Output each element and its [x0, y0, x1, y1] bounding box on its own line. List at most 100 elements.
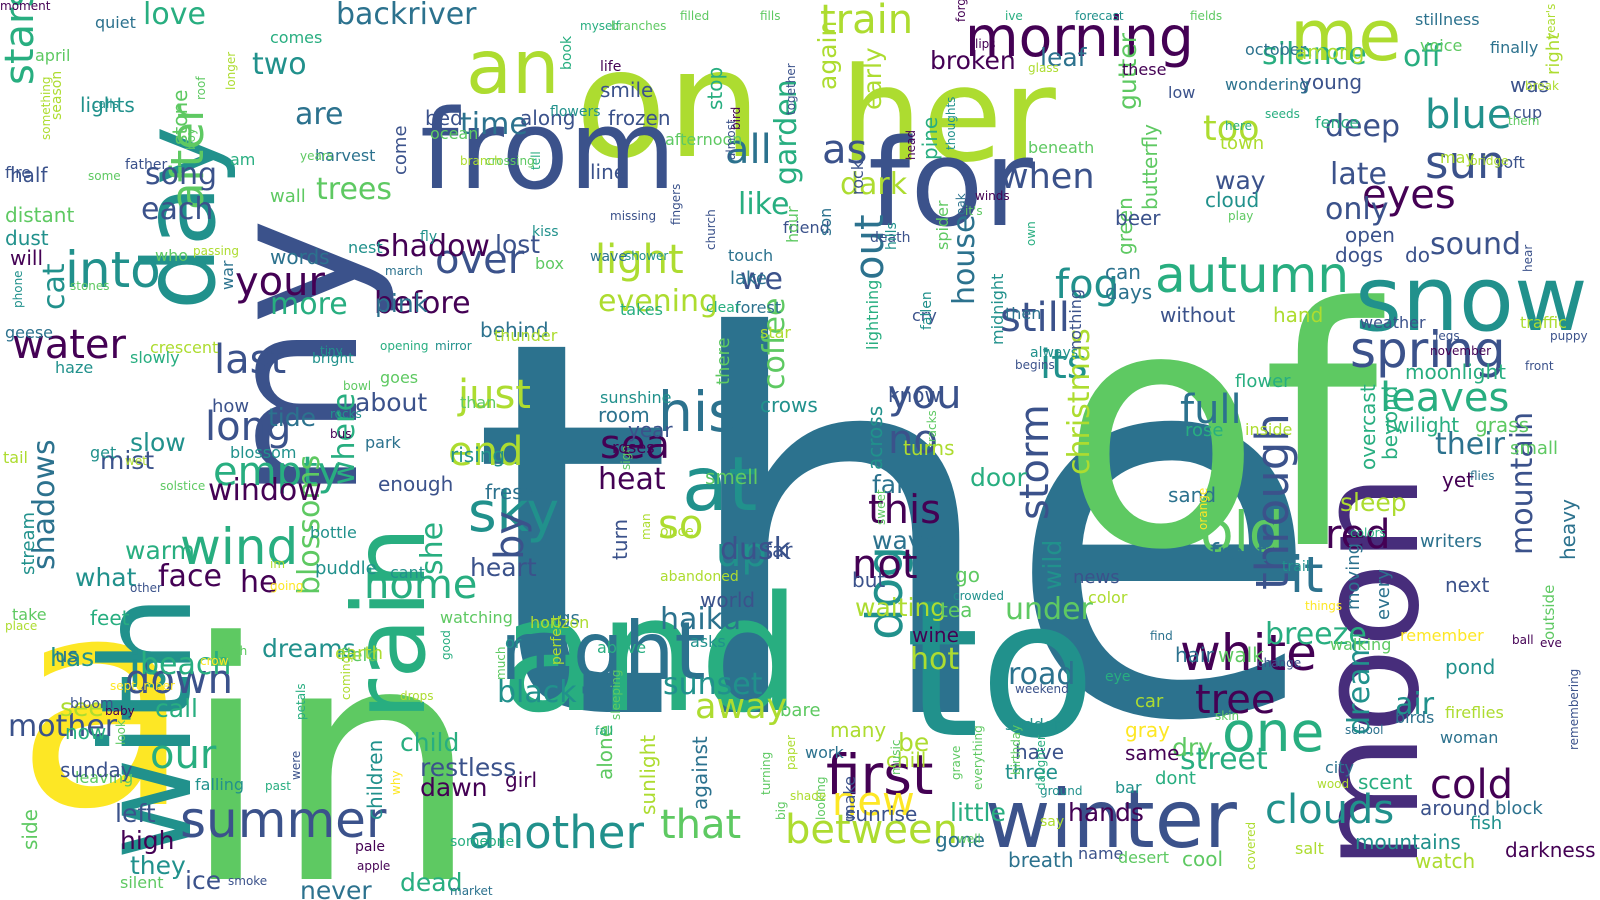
word-330: earth	[335, 643, 383, 664]
word-47: between	[785, 807, 958, 853]
word-309: left	[115, 799, 156, 828]
word-356: stop	[703, 66, 727, 110]
word-293: than	[460, 393, 497, 412]
word-302: how	[212, 396, 250, 417]
word-478: fall	[595, 724, 614, 738]
word-19: an	[466, 23, 560, 111]
word-379: low	[1168, 83, 1196, 102]
word-137: was	[1510, 73, 1550, 97]
word-171: inside	[1245, 420, 1293, 439]
word-118: road	[1008, 657, 1076, 692]
word-161: twilight	[1385, 413, 1460, 437]
word-298: thunder	[494, 326, 558, 345]
word-94: street	[1180, 742, 1268, 777]
word-122: late	[1330, 157, 1387, 192]
word-21: morning	[965, 5, 1194, 69]
word-220: have	[1015, 740, 1065, 764]
word-460: look	[114, 720, 128, 745]
word-43: clouds	[1265, 787, 1395, 833]
word-214: car	[1135, 691, 1164, 712]
word-337: bright	[312, 351, 354, 367]
word-473: silent	[120, 873, 164, 892]
word-55: as	[822, 127, 868, 173]
word-411: calls	[92, 97, 119, 111]
word-455: coming	[339, 655, 353, 700]
word-203: walking	[1330, 635, 1392, 654]
word-247: paper	[784, 735, 798, 770]
word-461: leaving	[75, 768, 134, 787]
word-15: snow	[1355, 247, 1588, 352]
word-388: here	[1225, 119, 1253, 133]
word-202: find	[1150, 629, 1173, 643]
word-446: good	[439, 630, 453, 660]
word-297: behind	[480, 318, 549, 342]
word-216: same	[1125, 741, 1180, 765]
word-435: wet	[125, 454, 147, 468]
word-142: waiting	[855, 593, 947, 622]
word-335: harvest	[315, 146, 376, 165]
word-373: may	[1440, 148, 1475, 167]
word-271: pine	[918, 116, 942, 160]
word-223: weekend	[1015, 682, 1069, 696]
word-244: everything	[971, 725, 985, 790]
word-190: scent	[1358, 770, 1413, 794]
word-251: go	[955, 563, 980, 587]
word-221: three	[1005, 760, 1058, 784]
word-269: fallen	[919, 291, 935, 330]
word-423: crescent	[150, 338, 219, 357]
word-409: march	[385, 264, 423, 278]
word-319: mother	[8, 709, 118, 744]
word-106: their	[1435, 427, 1505, 462]
word-97: love	[143, 0, 206, 32]
word-468: pale	[355, 839, 385, 855]
word-377: october	[1245, 40, 1307, 59]
word-425: haze	[55, 358, 94, 377]
word-121: only	[1325, 192, 1389, 227]
word-193: fish	[1470, 813, 1503, 834]
word-2: a	[15, 536, 193, 873]
word-282: clear	[706, 300, 741, 316]
word-239: chill	[886, 748, 927, 772]
word-213: things	[1305, 599, 1343, 613]
word-189: wood	[1317, 777, 1350, 791]
word-179: moving	[1343, 542, 1364, 610]
word-307: dreams	[262, 634, 356, 663]
word-116: face	[158, 559, 222, 594]
word-396: missing	[610, 209, 657, 223]
word-107: under	[1005, 592, 1093, 627]
word-133: early	[858, 47, 887, 110]
word-313: never	[300, 876, 372, 900]
word-250: tea	[940, 598, 973, 622]
word-406: war	[218, 260, 237, 290]
word-467: why	[389, 770, 403, 795]
word-457: september	[110, 679, 175, 693]
word-430: blossom	[230, 443, 297, 462]
word-368: break	[1525, 79, 1559, 93]
word-322: has	[50, 643, 95, 672]
word-184: pond	[1445, 655, 1496, 679]
word-463: side	[18, 809, 42, 850]
word-318: children	[363, 739, 387, 820]
word-95: breeze	[1265, 617, 1367, 652]
word-78: red	[1325, 512, 1391, 558]
word-312: ice	[185, 866, 222, 895]
word-58: you	[888, 372, 962, 418]
word-126: we	[740, 262, 783, 297]
word-344: fire	[5, 163, 32, 182]
word-65: empty	[213, 449, 342, 495]
word-462: sunday	[60, 758, 133, 782]
word-158: without	[1160, 303, 1236, 327]
word-305: warm	[125, 536, 195, 565]
word-28: sky	[468, 480, 560, 544]
word-360: filled	[680, 9, 710, 23]
word-181: beyond	[1378, 385, 1402, 460]
word-136: young	[1300, 70, 1363, 94]
word-310: high	[120, 826, 175, 855]
word-22: is	[128, 641, 168, 699]
word-362: branches	[611, 19, 667, 33]
word-395: fingers	[669, 183, 683, 225]
word-129: each	[141, 192, 214, 227]
word-151: play	[1228, 209, 1254, 223]
word-182: outside	[1540, 584, 1558, 640]
word-471: someone	[450, 834, 515, 850]
